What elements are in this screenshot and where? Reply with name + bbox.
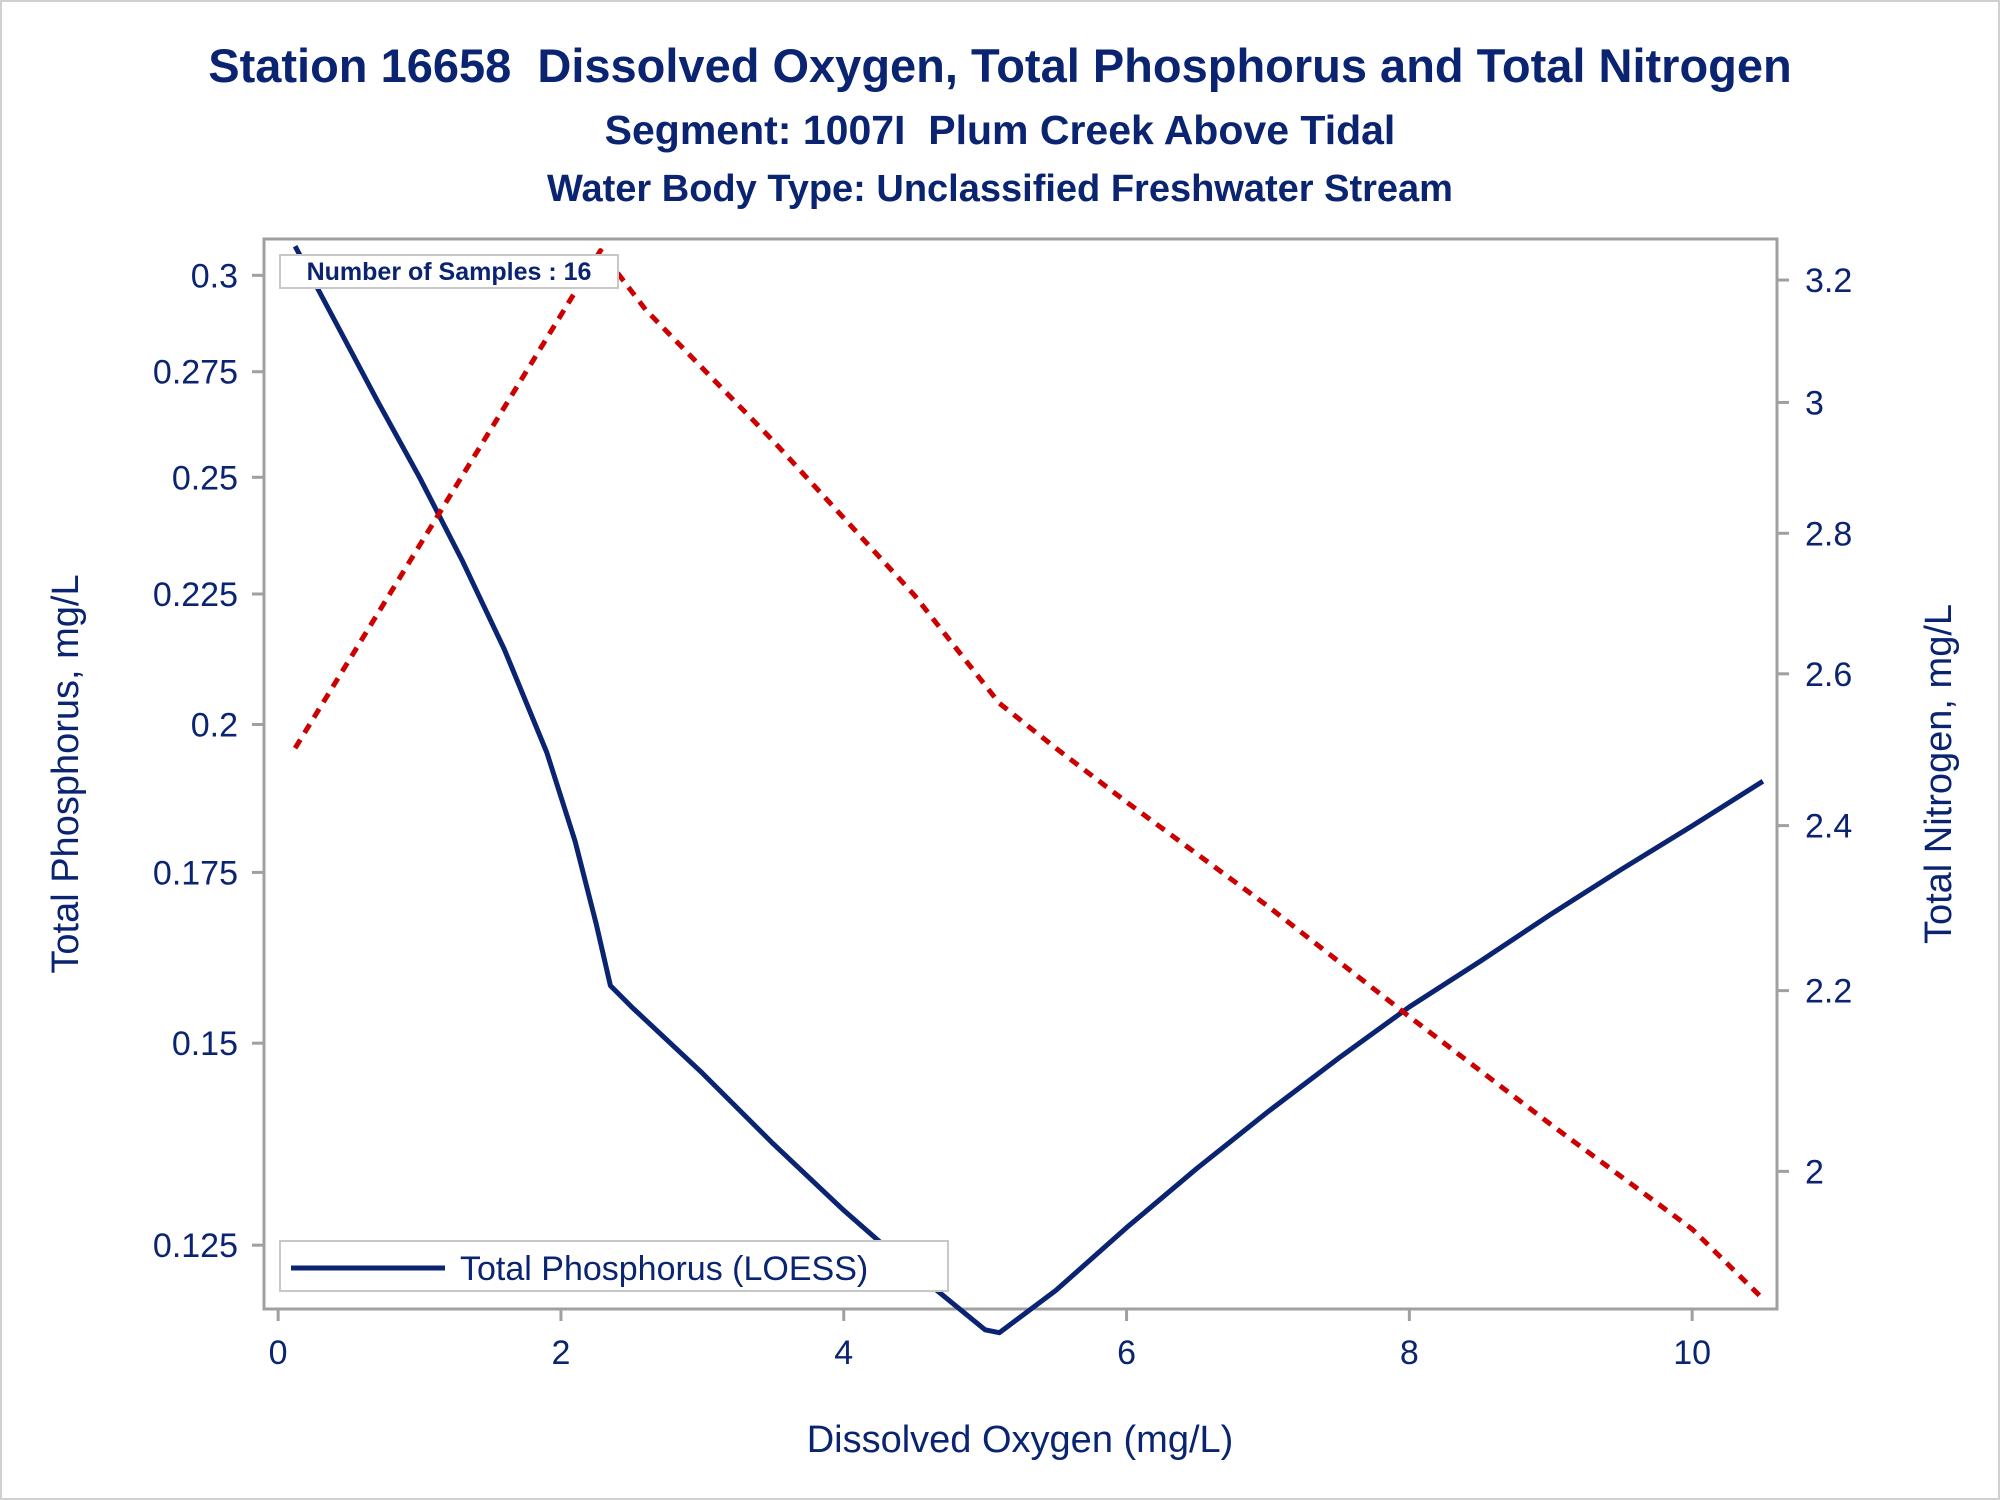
chart-subtitle-water-body: Water Body Type: Unclassified Freshwater… <box>547 168 1453 210</box>
plot-frame <box>262 237 1779 1311</box>
y2-tick-label: 3 <box>1805 384 1824 422</box>
y2-tick-label: 2 <box>1805 1153 1824 1191</box>
y-tick-label: 0.125 <box>153 1227 238 1265</box>
y-tick-label: 0.275 <box>153 354 238 392</box>
plot-area <box>262 237 1779 1311</box>
y2-tick-label: 2.6 <box>1805 656 1852 694</box>
sample-count-box: Number of Samples : 16 <box>279 254 619 289</box>
y2-tick-label: 3.2 <box>1805 262 1852 300</box>
x-tick-label: 0 <box>269 1334 288 1372</box>
y-axis-right-title: Total Nitrogen, mg/L <box>1918 604 1960 944</box>
y2-tick-label: 2.8 <box>1805 515 1852 553</box>
x-axis: 0 2 4 6 8 10 <box>264 1307 1777 1372</box>
y-tick-label: 0.225 <box>153 576 238 614</box>
series-line-nitrogen <box>292 248 1765 1301</box>
y-axis-left: 0.125 0.15 0.175 0.2 0.225 0.25 0.275 0.3 <box>153 257 264 1265</box>
y-axis-right: 2 2.2 2.4 2.6 2.8 3 3.2 <box>1777 262 1852 1191</box>
x-tick-label: 8 <box>1400 1334 1419 1372</box>
legend-label-phosphorus: Total Phosphorus (LOESS) <box>460 1250 868 1288</box>
chart-title: Station 16658 Dissolved Oxygen, Total Ph… <box>208 39 1792 92</box>
sample-count-frame <box>279 254 619 289</box>
x-tick-label: 6 <box>1117 1334 1136 1372</box>
y2-tick-label: 2.4 <box>1805 808 1852 846</box>
y-tick-label: 0.25 <box>172 459 238 497</box>
sample-count-label: Number of Samples : 16 <box>307 258 592 286</box>
x-tick-label: 2 <box>551 1334 570 1372</box>
y-tick-label: 0.2 <box>191 706 238 744</box>
y-axis-left-title: Total Phosphorus, mg/L <box>45 574 87 973</box>
y2-tick-label: 2.2 <box>1805 973 1852 1011</box>
chart-subtitle: Segment: 1007I Plum Creek Above Tidal <box>604 107 1396 153</box>
y-tick-label: 0.15 <box>172 1025 238 1063</box>
x-tick-label: 4 <box>834 1334 853 1372</box>
legend: Total Phosphorus (LOESS) <box>279 1240 949 1292</box>
y-tick-label: 0.3 <box>191 257 238 295</box>
x-axis-title: Dissolved Oxygen (mg/L) <box>807 1419 1234 1461</box>
y-tick-label: 0.175 <box>153 854 238 892</box>
x-tick-label: 10 <box>1673 1334 1711 1372</box>
